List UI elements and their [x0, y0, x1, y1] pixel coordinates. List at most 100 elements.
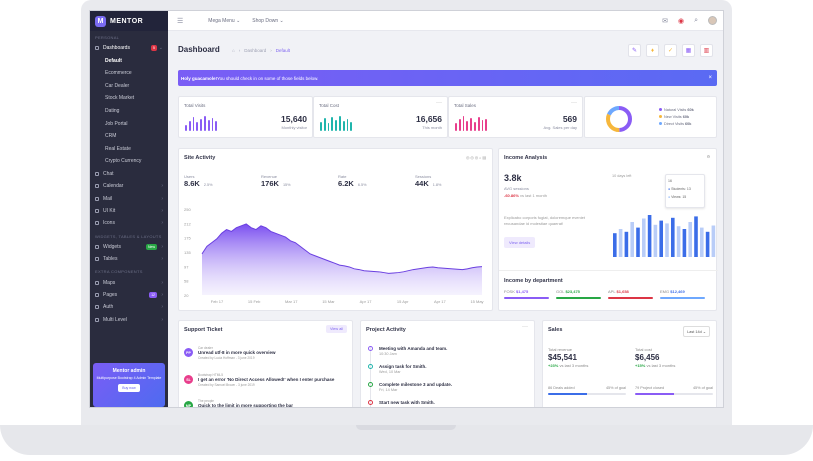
sidebar-item-chat[interactable]: Chat	[90, 168, 168, 180]
timeline-dot	[368, 400, 373, 405]
spark-bar	[462, 116, 465, 131]
stat-label: Total Cost	[319, 103, 340, 108]
spark-bar	[188, 121, 191, 131]
card-title: Site Activity	[184, 155, 216, 161]
sidebar-sub-stock-market[interactable]: Stock Market	[105, 95, 135, 102]
chevron-right-icon: ›	[161, 195, 163, 202]
timeline-item[interactable]: Meeting with Amanda and team. 10:30 Jam	[368, 346, 447, 356]
page-title: Dashboard	[178, 45, 220, 54]
bulb-icon[interactable]: ♦	[646, 44, 659, 57]
sidebar-item-ui-kit[interactable]: UI Kit ›	[90, 205, 168, 217]
sidebar-sub-real-estate[interactable]: Real Estate	[105, 145, 131, 152]
income-bar	[630, 222, 634, 257]
chart-icon[interactable]: ▥	[700, 44, 713, 57]
spark-bar	[185, 125, 187, 131]
chevron-right-icon: ›	[161, 243, 163, 250]
ticket-author: Created by Samuel Brown - 3 june 2019	[198, 383, 255, 387]
card-title: Sales	[548, 327, 563, 333]
sidebar-item-auth[interactable]: Auth ›	[90, 301, 168, 313]
card-title: Income Analysis	[504, 155, 548, 161]
more-icon[interactable]: ···	[436, 100, 442, 106]
stat-sub: Monthly visitor	[281, 125, 307, 130]
home-icon[interactable]: ⌂	[232, 48, 235, 53]
sidebar-item-pages[interactable]: Pages 12 ›	[90, 289, 168, 301]
sidebar-sub-crypto[interactable]: Crypto Currency	[105, 158, 142, 165]
view-all-button[interactable]: View all	[325, 325, 347, 333]
breadcrumb-dashboard[interactable]: Dashboard	[244, 48, 267, 53]
section-personal: PERSONAL	[95, 35, 120, 40]
sidebar-sub-car-dealer[interactable]: Car Dealer	[105, 82, 130, 89]
spark-bar	[331, 117, 334, 131]
shop-down-dropdown[interactable]: Shop Down ⌄	[252, 17, 284, 24]
spark-bar	[215, 121, 218, 131]
timeline-item[interactable]: Assign task for Smith. Wed, 10 Mar	[368, 364, 427, 374]
chart-tools[interactable]: ◎ ◎ ◎ ⌂ ▤	[465, 156, 486, 160]
metric-sessions: Sessions 44K 1.8%	[415, 174, 442, 188]
legend-item: Natural Visits 60k	[659, 107, 694, 114]
area-series	[202, 223, 482, 295]
close-icon[interactable]: ×	[708, 75, 712, 81]
divider	[499, 270, 718, 271]
mega-menu-dropdown[interactable]: Mega Menu ⌄	[208, 17, 241, 24]
sidebar-item-maps[interactable]: Maps ›	[90, 276, 168, 288]
sidebar-item-icons[interactable]: Icons ›	[90, 217, 168, 229]
sidebar-sub-ecommerce[interactable]: Ecommerce	[105, 70, 132, 77]
stat-value: 15,640	[281, 114, 307, 124]
search-icon[interactable]: ⌕	[694, 16, 698, 24]
income-bar	[676, 226, 681, 257]
sidebar-item-calendar[interactable]: Calendar ›	[90, 180, 168, 192]
dept-item: APL $1,658	[608, 289, 653, 299]
more-icon[interactable]: ···	[571, 100, 577, 106]
sidebar-sub-dating[interactable]: Dating	[105, 108, 120, 115]
income-bar	[665, 223, 669, 257]
avatar: SL	[184, 375, 193, 384]
sidebar-item-label: Multi Level	[103, 316, 127, 323]
stat-value: 16,656	[416, 114, 442, 124]
sidebar-sub-crm[interactable]: CRM	[105, 133, 117, 140]
edit-icon[interactable]: ✎	[628, 44, 641, 57]
chevron-right-icon: ›	[161, 256, 163, 263]
check-icon[interactable]: ✓	[664, 44, 677, 57]
brand-name: MENTOR	[110, 17, 144, 25]
icons-icon	[95, 221, 99, 226]
ticket-title: I get an error 'No Direct Access Allowed…	[198, 377, 335, 382]
chevron-right-icon: ›	[161, 304, 163, 311]
spark-bar	[196, 122, 199, 131]
spark-bar	[473, 122, 476, 131]
sidebar-item-widgets[interactable]: Widgets New ›	[90, 241, 168, 253]
sidebar: M MENTOR PERSONAL Dashboards 5 ⌄ Default…	[90, 11, 168, 407]
stat-label: Total Sales	[454, 103, 477, 108]
timeline-item[interactable]: Start new task with Smith.	[368, 400, 435, 405]
brand-logo[interactable]: M MENTOR	[90, 11, 168, 31]
x-tick: 15 May	[470, 299, 483, 304]
avatar[interactable]	[708, 16, 717, 25]
more-icon[interactable]: ···	[522, 324, 528, 330]
timeline-item[interactable]: Complete milestone 3 and update. Fri, 14 …	[368, 382, 452, 392]
income-bar	[688, 222, 692, 257]
sidebar-item-tables[interactable]: Tables ›	[90, 253, 168, 265]
chevron-down-icon: ⌄	[158, 45, 163, 52]
stat-card-cost: Total Cost ··· 16,656 This month	[313, 96, 448, 138]
x-tick: Apr 17	[434, 299, 447, 304]
settings-icon[interactable]: ⚙	[706, 155, 710, 159]
notification-icon[interactable]: ◉	[677, 17, 685, 25]
income-bar-chart	[613, 215, 716, 257]
sidebar-item-dashboards[interactable]: Dashboards 5 ⌄	[90, 42, 168, 54]
calendar-icon[interactable]: ▦	[682, 44, 695, 57]
dept-list: FOSK $1,475 GOL $23,475 APL $1,658 EMG $…	[504, 289, 705, 299]
view-details-button[interactable]: View details	[504, 237, 536, 248]
sidebar-item-mail[interactable]: Mail ›	[90, 193, 168, 205]
sidebar-sub-default[interactable]: Default	[105, 57, 122, 64]
stat-card-sales: Total Sales ··· 569 Avg. Sales per day	[448, 96, 583, 138]
sidebar-item-multi-level[interactable]: Multi Level ›	[90, 314, 168, 326]
menu-toggle-icon[interactable]: ☰	[177, 17, 184, 25]
mail-icon[interactable]: ✉	[662, 17, 668, 25]
donut-legend: Natural Visits 60k New Visits 60k Direct…	[659, 107, 694, 128]
period-select[interactable]: Last 14d ⌄	[683, 326, 710, 337]
sidebar-item-label: Chat	[103, 170, 114, 177]
sidebar-sub-job-portal[interactable]: Job Portal	[105, 120, 128, 127]
device-base	[0, 425, 813, 455]
buy-now-button[interactable]: Buy now	[118, 383, 140, 392]
chevron-right-icon: ›	[161, 292, 163, 299]
income-bar	[613, 233, 617, 257]
